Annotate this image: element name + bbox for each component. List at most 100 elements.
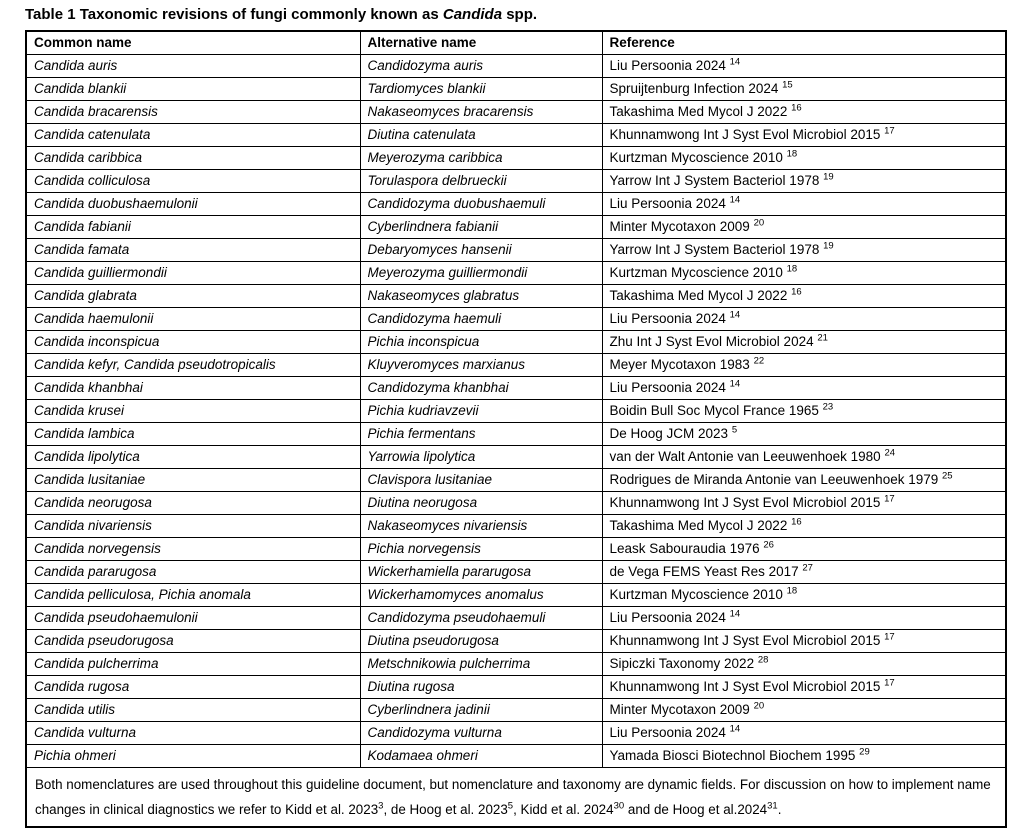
reference-superscript: 17: [884, 631, 895, 643]
cell-alternative-name: Wickerhamiella pararugosa: [359, 560, 603, 584]
cell-reference: Khunnamwong Int J Syst Evol Microbiol 20…: [601, 491, 1007, 515]
cell-common-name: Candida nivariensis: [25, 514, 361, 538]
cell-reference: Kurtzman Mycoscience 2010 18: [601, 146, 1007, 170]
table-row: Candida haemulonii Candidozyma haemuli Liu…: [25, 307, 1007, 331]
cell-common-name: Candida norvegensis: [25, 537, 361, 561]
cell-reference: Zhu Int J Syst Evol Microbiol 2024 21: [601, 330, 1007, 354]
cell-reference: Yamada Biosci Biotechnol Biochem 1995 29: [601, 744, 1007, 768]
column-header: Alternative name: [359, 30, 603, 55]
cell-common-name: Candida neorugosa: [25, 491, 361, 515]
cell-alternative-name: Diutina rugosa: [359, 675, 603, 699]
reference-superscript: 28: [757, 654, 769, 666]
table-row: Candida vulturna Candidozyma vulturna Liu …: [25, 721, 1007, 745]
cell-common-name: Candida bracarensis: [25, 100, 361, 124]
table-row: Candida khanbhai Candidozyma khanbhai Liu …: [25, 376, 1007, 400]
reference-superscript: 19: [823, 240, 834, 252]
cell-reference: De Hoog JCM 2023 5: [601, 422, 1007, 446]
table-row: Candida rugosa Diutina rugosa Khunnamwong …: [25, 675, 1007, 699]
table-row: Candida neorugosa Diutina neorugosa Khunna…: [25, 491, 1007, 515]
table-row: Candida pelliculosa, Pichia anomala Wicke…: [25, 583, 1007, 607]
cell-common-name: Candida rugosa: [25, 675, 361, 699]
table-row: Candida fabianii Cyberlindnera fabianii Mi…: [25, 215, 1007, 239]
table-title: Table 1 Taxonomic revisions of fungi com…: [25, 6, 538, 23]
cell-reference: Takashima Med Mycol J 2022 16: [601, 100, 1007, 124]
cell-alternative-name: Metschnikowia pulcherrima: [359, 652, 603, 676]
cell-alternative-name: Torulaspora delbrueckii: [359, 169, 603, 193]
cell-alternative-name: Nakaseomyces bracarensis: [359, 100, 603, 124]
cell-reference: Liu Persoonia 2024 14: [601, 606, 1007, 630]
cell-reference: Kurtzman Mycoscience 2010 18: [601, 261, 1007, 285]
table-row: Candida nivariensis Nakaseomyces nivarien…: [25, 514, 1007, 538]
cell-common-name: Candida duobushaemulonii: [25, 192, 361, 216]
reference-superscript: 14: [729, 309, 741, 321]
cell-reference: Liu Persoonia 2024 14: [601, 721, 1007, 745]
reference-superscript: 18: [786, 148, 798, 160]
cell-alternative-name: Pichia inconspicua: [359, 330, 603, 354]
table-row: Candida catenulata Diutina catenulata Khun…: [25, 123, 1007, 147]
table-row: Candida duobushaemulonii Candidozyma duob…: [25, 192, 1007, 216]
citation-superscript: 3: [378, 800, 384, 812]
table-row: Candida inconspicua Pichia inconspicua Zhu…: [25, 330, 1007, 354]
cell-common-name: Candida lambica: [25, 422, 361, 446]
cell-alternative-name: Diutina neorugosa: [359, 491, 603, 515]
cell-alternative-name: Cyberlindnera fabianii: [359, 215, 603, 239]
reference-superscript: 17: [884, 125, 895, 137]
citation-superscript: 30: [613, 800, 625, 812]
reference-superscript: 19: [823, 171, 834, 183]
cell-common-name: Candida catenulata: [25, 123, 361, 147]
cell-alternative-name: Kodamaea ohmeri: [359, 744, 603, 768]
cell-common-name: Candida haemulonii: [25, 307, 361, 331]
cell-common-name: Candida fabianii: [25, 215, 361, 239]
cell-common-name: Pichia ohmeri: [25, 744, 361, 768]
table-row: Candida utilis Cyberlindnera jadinii Minte…: [25, 698, 1007, 722]
cell-alternative-name: Debaryomyces hansenii: [359, 238, 603, 262]
cell-alternative-name: Candidozyma vulturna: [359, 721, 603, 745]
cell-alternative-name: Nakaseomyces nivariensis: [359, 514, 603, 538]
cell-common-name: Candida auris: [25, 54, 361, 78]
cell-reference: Minter Mycotaxon 2009 20: [601, 215, 1007, 239]
cell-reference: Spruijtenburg Infection 2024 15: [601, 77, 1007, 101]
table-row: Candida guilliermondii Meyerozyma guillie…: [25, 261, 1007, 285]
reference-superscript: 14: [729, 56, 741, 68]
cell-alternative-name: Wickerhamomyces anomalus: [359, 583, 603, 607]
table-row: Candida lambica Pichia fermentans De Hoog …: [25, 422, 1007, 446]
cell-reference: Yarrow Int J System Bacteriol 1978 19: [601, 238, 1007, 262]
cell-common-name: Candida kefyr, Candida pseudotropicalis: [25, 353, 361, 377]
cell-common-name: Candida inconspicua: [25, 330, 361, 354]
reference-superscript: 24: [884, 447, 896, 459]
cell-reference: Takashima Med Mycol J 2022 16: [601, 284, 1007, 308]
cell-reference: Boidin Bull Soc Mycol France 1965 23: [601, 399, 1007, 423]
cell-common-name: Candida pseudorugosa: [25, 629, 361, 653]
cell-common-name: Candida guilliermondii: [25, 261, 361, 285]
cell-alternative-name: Cyberlindnera jadinii: [359, 698, 603, 722]
cell-reference: Liu Persoonia 2024 14: [601, 307, 1007, 331]
reference-superscript: 17: [884, 677, 895, 689]
reference-superscript: 14: [729, 608, 741, 620]
cell-common-name: Candida utilis: [25, 698, 361, 722]
reference-superscript: 20: [753, 700, 765, 712]
cell-alternative-name: Diutina catenulata: [359, 123, 603, 147]
reference-superscript: 16: [791, 102, 802, 114]
cell-reference: van der Walt Antonie van Leeuwenhoek 198…: [601, 445, 1007, 469]
reference-superscript: 16: [791, 286, 802, 298]
table-footnote: Both nomenclatures are used throughout t…: [25, 767, 1007, 828]
cell-alternative-name: Candidozyma haemuli: [359, 307, 603, 331]
table-body: Candida auris Candidozyma auris Liu Persoo…: [25, 54, 1007, 768]
reference-superscript: 21: [817, 332, 828, 344]
table-row: Candida famata Debaryomyces hansenii Yarro…: [25, 238, 1007, 262]
cell-common-name: Candida khanbhai: [25, 376, 361, 400]
cell-alternative-name: Candidozyma pseudohaemuli: [359, 606, 603, 630]
citation-superscript: 31: [767, 800, 778, 812]
cell-reference: Liu Persoonia 2024 14: [601, 376, 1007, 400]
cell-reference: Yarrow Int J System Bacteriol 1978 19: [601, 169, 1007, 193]
cell-reference: Liu Persoonia 2024 14: [601, 54, 1007, 78]
cell-reference: Rodrigues de Miranda Antonie van Leeuwen…: [601, 468, 1007, 492]
reference-superscript: 5: [731, 424, 738, 436]
table-row: Candida pulcherrima Metschnikowia pulcher…: [25, 652, 1007, 676]
reference-superscript: 14: [729, 723, 741, 735]
table-row: Candida caribbica Meyerozyma caribbica Kur…: [25, 146, 1007, 170]
cell-alternative-name: Diutina pseudorugosa: [359, 629, 603, 653]
cell-common-name: Candida caribbica: [25, 146, 361, 170]
cell-alternative-name: Yarrowia lipolytica: [359, 445, 603, 469]
table-row: Candida blankii Tardiomyces blankii Spruij…: [25, 77, 1007, 101]
